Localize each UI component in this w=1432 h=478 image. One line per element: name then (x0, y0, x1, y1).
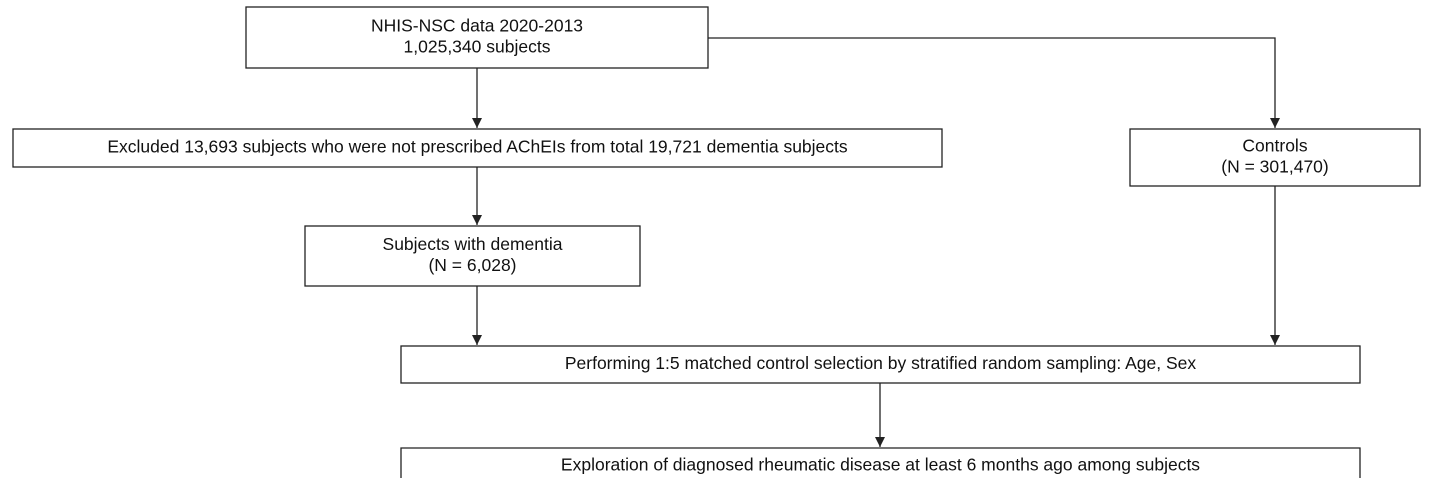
node-label: Controls (1242, 136, 1307, 156)
node-label: Subjects with dementia (383, 234, 563, 254)
node-box (1129, 128, 1421, 187)
node-label: Performing 1:5 matched control selection… (565, 353, 1197, 373)
node-label: (N = 301,470) (1221, 157, 1329, 177)
node-label: NHIS-NSC data 2020-2013 (371, 16, 583, 36)
node-box (304, 225, 641, 287)
connectors (472, 37, 1280, 447)
node-box (400, 345, 1361, 384)
node-box (245, 6, 709, 69)
arrow (708, 37, 1280, 128)
node-box (12, 128, 943, 168)
node-label: 1,025,340 subjects (404, 37, 551, 57)
node-label: (N = 6,028) (428, 255, 516, 275)
node-box (400, 447, 1361, 478)
node-label: Exploration of diagnosed rheumatic disea… (561, 455, 1200, 475)
node-label: Excluded 13,693 subjects who were not pr… (107, 137, 848, 157)
